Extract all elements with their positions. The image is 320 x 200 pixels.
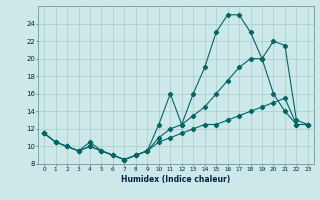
X-axis label: Humidex (Indice chaleur): Humidex (Indice chaleur) bbox=[121, 175, 231, 184]
